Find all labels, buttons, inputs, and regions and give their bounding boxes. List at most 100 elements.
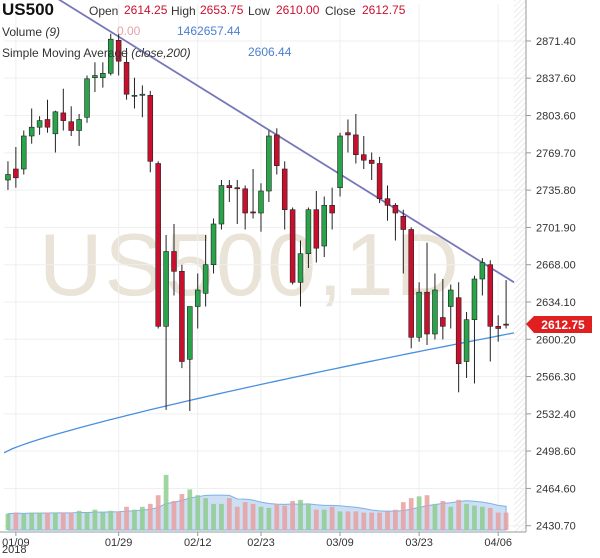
volume-bar [400,502,406,530]
y-tick-label: 2634.10 [536,297,576,309]
candle [305,207,312,268]
candle [155,161,161,329]
volume-bar [242,502,248,530]
close-label: Close [325,4,356,18]
candle [123,48,130,100]
low-label: Low [248,4,270,18]
volume-bar [503,512,509,530]
volume-bar [495,512,501,530]
volume-bar [306,503,311,530]
volume-bar [219,503,224,530]
candle-body [5,174,11,181]
candle [313,191,320,263]
candle-body [179,270,185,362]
high-label: High [171,4,196,18]
candle-body [131,95,138,97]
candle [479,258,486,296]
volume-bar [480,506,485,530]
candle-body [440,317,446,327]
candle-body [28,126,35,137]
candle-body [321,205,327,247]
y-tick-label: 2837.60 [536,73,576,85]
candle [503,280,509,329]
volume-bar [385,511,390,530]
candle-body [115,39,122,62]
candle [92,62,98,92]
candle [487,260,494,362]
volume-bar [132,509,137,530]
candle-body [210,223,217,266]
candle-body [92,75,98,78]
candle-body [234,187,241,190]
candle [242,185,248,230]
candle [250,169,256,219]
volume-bar [37,512,42,530]
volume-bar [353,511,359,530]
volume-bar [68,512,74,530]
candle-body [274,134,280,166]
volume-bar [140,506,145,530]
year-label: 2018 [2,544,26,556]
volume-bar [29,512,35,530]
candle-body [202,264,209,294]
sma-line [3,332,515,454]
candle-body [84,78,90,118]
last-price-badge: 2612.75 [526,316,592,333]
candle-body [194,289,201,307]
volume-bar [361,512,367,530]
candle [361,136,367,169]
volume-bar [92,509,98,530]
close-value: 2612.75 [362,3,406,17]
candle [5,161,11,190]
volume-bar [408,498,414,530]
candle-body [218,185,225,225]
volume-bar [329,506,335,530]
volume-bar [440,501,446,530]
candle-body [455,297,462,365]
volume-bar [108,510,114,530]
volume-ma-area [7,494,507,531]
candle [329,187,335,230]
y-tick-label: 2566.30 [536,372,576,384]
candle [258,183,264,232]
volume-bar [337,511,343,530]
candle-body [289,209,296,283]
y-tick-label: 2803.60 [536,111,576,123]
candle-body [353,134,359,155]
candle [455,282,462,393]
last-price-value: 2612.75 [541,318,585,332]
candle-body [147,95,154,162]
candle-body [100,73,106,79]
symbol-name: US500 [2,0,54,19]
candle [131,77,138,109]
candle-body [68,121,74,131]
candle-body [258,190,264,214]
candle-body [400,216,407,230]
volume-bar [393,509,398,530]
candle [321,196,327,257]
candle-body [297,253,304,283]
candle [384,185,391,221]
volume-bar [432,503,438,530]
y-tick-label: 2498.60 [536,446,576,458]
y-tick-label: 2464.60 [536,483,576,495]
candle [28,108,35,144]
candle [447,284,454,329]
volume-bar [84,512,90,530]
candle [147,90,154,173]
x-tick-label: 01/29 [105,537,133,549]
future-area [514,0,526,532]
candle [100,62,106,88]
candle [60,88,67,131]
volume-bar [21,513,27,530]
volume-bar [448,506,454,530]
candle [68,106,74,136]
candle-body [408,229,414,338]
candle-body [345,132,351,136]
volume-bar [487,507,493,530]
volume-bar [124,506,129,530]
candle [163,235,169,410]
candle-body [139,93,146,96]
candles [5,33,509,411]
